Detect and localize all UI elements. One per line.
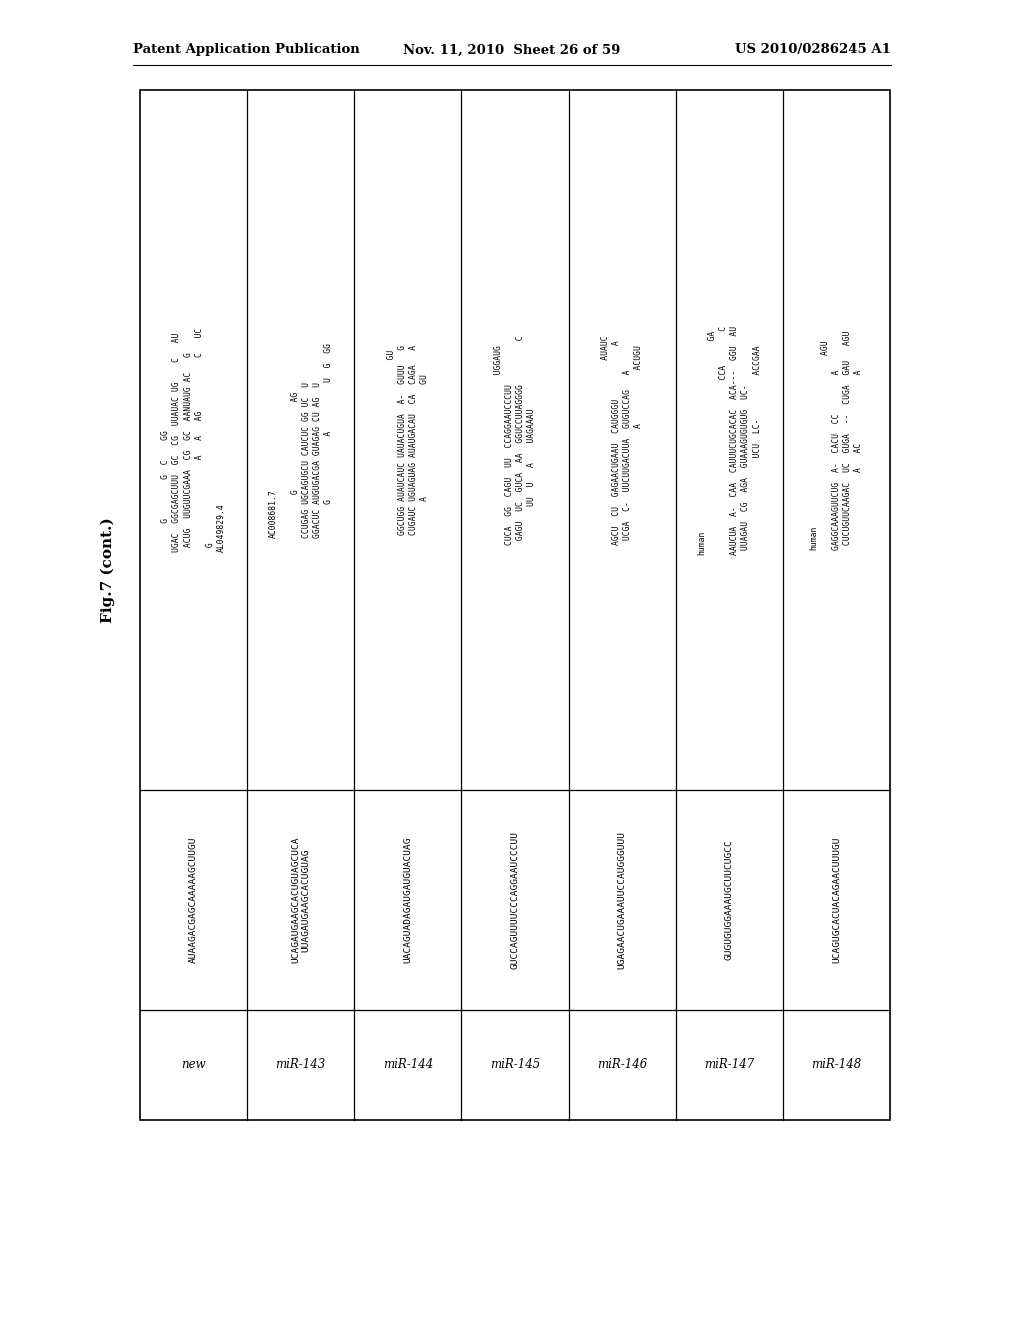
Text: UCAGAUGAAGCACUGUAGCUCA
UUAGAUGAAGCACUGUAG: UCAGAUGAAGCACUGUAGCUCA UUAGAUGAAGCACUGUA…	[291, 837, 310, 964]
Text: UCAGUGCACUACAGAACUUUGU: UCAGUGCACUACAGAACUUUGU	[831, 837, 841, 964]
Text: Fig.7 (cont.): Fig.7 (cont.)	[100, 517, 115, 623]
Text: AUAUC
AGCU  CU  GAGAACUGAAU  CAUGGGU           A
 UCGA  C-  UUCUUGACUUA  GUGUCCA: AUAUC AGCU CU GAGAACUGAAU CAUGGGU A UCGA…	[601, 335, 643, 545]
Text: Nov. 11, 2010  Sheet 26 of 59: Nov. 11, 2010 Sheet 26 of 59	[403, 44, 621, 57]
Text: UACAGUADAGAUGAUGUACUAG: UACAGUADAGAUGAUGUACUAG	[403, 837, 413, 964]
Text: new: new	[181, 1059, 206, 1072]
Text: miR-144: miR-144	[383, 1059, 433, 1072]
Text: human
                                            GA
                           : human GA	[697, 326, 762, 554]
Text: miR-143: miR-143	[275, 1059, 326, 1072]
Text: AUAAGACGAGCAAAAAGCUUGU: AUAAGACGAGCAAAAAGCUUGU	[189, 837, 198, 964]
Text: miR-148: miR-148	[811, 1059, 861, 1072]
Text: UGAGAACUGAAAUUCCAUGGGUUU: UGAGAACUGAAAUUCCAUGGGUUU	[617, 832, 627, 969]
Text: GUGUGUGGAAAUGCUUCUGCC: GUGUGUGGAAAUGCUUCUGCC	[725, 840, 734, 961]
Text: human
                                        AGU
GAGGCAAAGUUCUG  A-  CACU  CC  : human AGU GAGGCAAAGUUCUG A- CACU CC	[810, 330, 863, 549]
Text: UGGAUG
CUCA  GG  CAGU  UU  CCAGGAAUCCCUU         
 GAGU  UC  GUCA  AA  GGUCCUUAG: UGGAUG CUCA GG CAGU UU CCAGGAAUCCCUU GAG…	[494, 335, 537, 545]
Text: GU
GGCUGG AUAUCAUC UAUACUGUA  A-  GUUU   G
CUGAUC UGUAGUAG AUAUGACAU  CA  CAGA  : GU GGCUGG AUAUCAUC UAUACUGUA A- GUUU G C…	[387, 345, 429, 535]
Text: AC008681.7

         G                  AG
CCUGAG UGCAGUGCU CAUCUC GG UC  U
GGAC: AC008681.7 G AG CCUGAG UGCAGUGCU CAUCUC …	[268, 342, 333, 537]
Text: US 2010/0286245 A1: US 2010/0286245 A1	[735, 44, 891, 57]
Text: miR-147: miR-147	[705, 1059, 755, 1072]
Text: G        G  C    GG
UGAC  GGCGAGCUUU  GC  CG  UUAUAC UG    C   AU
 ACUG  UUGUUCG: G G C GG UGAC GGCGAGCUUU GC CG UUAUAC UG…	[162, 327, 226, 552]
Text: Patent Application Publication: Patent Application Publication	[133, 44, 359, 57]
Text: miR-145: miR-145	[489, 1059, 540, 1072]
Text: GUCCAGUUUUCCCAGGAAUCCCUU: GUCCAGUUUUCCCAGGAAUCCCUU	[511, 832, 519, 969]
Text: miR-146: miR-146	[597, 1059, 647, 1072]
Bar	[140, 90, 890, 1119]
